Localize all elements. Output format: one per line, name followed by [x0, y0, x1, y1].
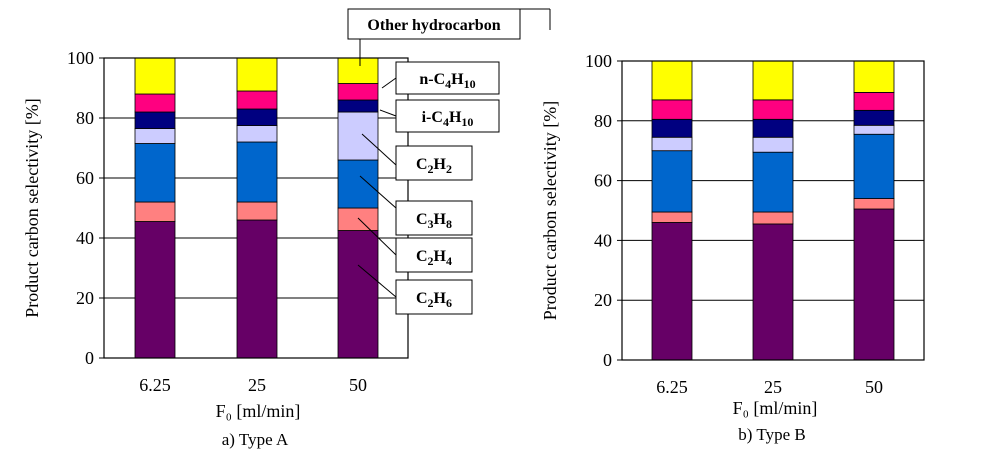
legend-leader-line — [379, 109, 397, 117]
bar-segment — [853, 60, 895, 93]
bar-segment — [752, 211, 794, 225]
legend-label-C2H6: C2H6 — [416, 290, 452, 310]
y-tick-label: 0 — [603, 350, 612, 370]
bar-segment — [651, 136, 693, 152]
bar-segment — [853, 91, 895, 111]
legend-leader-line — [357, 217, 397, 256]
bar-segment — [853, 133, 895, 199]
y-tick-label: 100 — [585, 51, 612, 71]
bar-stack-50 — [853, 60, 895, 361]
legend-box — [347, 8, 521, 40]
legend-box — [395, 145, 473, 181]
x-tick-label: 25 — [764, 377, 782, 397]
bar-segment — [337, 99, 379, 113]
bar-segment — [853, 109, 895, 126]
bar-segment — [651, 211, 693, 223]
legend-leader-line — [359, 175, 397, 209]
y-tick-label: 40 — [76, 228, 94, 248]
y-tick-label: 100 — [67, 48, 94, 68]
legend-box — [395, 99, 500, 133]
bar-segment — [752, 118, 794, 138]
bar-stack-50 — [337, 57, 379, 359]
chart-panel-2: 0 20 40 60 80 100 6.25 25 50 Product carbon selec… — [540, 51, 925, 444]
y-tick-label: 80 — [76, 108, 94, 128]
x-axis-label: F₀ [ml/min] — [733, 398, 818, 418]
bar-segment — [134, 128, 176, 144]
bar-segment — [651, 118, 693, 138]
bar-segment — [134, 111, 176, 129]
bar-stack-25 — [752, 60, 794, 361]
x-tick-label: 50 — [865, 377, 883, 397]
chart-caption: a) Type A — [222, 430, 289, 449]
bar-segment — [134, 143, 176, 203]
x-tick-label: 6.25 — [139, 375, 171, 395]
bar-segment — [236, 201, 278, 221]
y-axis-label: Product carbon selectivity [%] — [22, 98, 42, 317]
bar-segment — [337, 57, 379, 84]
bar-segment — [236, 125, 278, 143]
bar-segment — [651, 150, 693, 213]
bar-segment — [236, 219, 278, 359]
bar-segment — [134, 93, 176, 113]
y-tick-label: 0 — [85, 348, 94, 368]
bar-segment — [134, 201, 176, 222]
y-tick-label: 60 — [594, 171, 612, 191]
y-tick-label: 20 — [76, 288, 94, 308]
y-tick-label: 80 — [594, 111, 612, 131]
chart-caption: b) Type B — [738, 425, 805, 444]
bar-segment — [337, 230, 379, 359]
legend-callouts: Other hydrocarbon n-C4H10 i-C4H10 C2H2 C3H8 C… — [347, 8, 551, 315]
bar-segment — [337, 111, 379, 161]
bar-segment — [236, 141, 278, 203]
bar-stack-6.25 — [134, 57, 176, 359]
bar-segment — [651, 60, 693, 101]
legend-label-C2H2: C2H2 — [416, 156, 452, 176]
bar-segment — [236, 57, 278, 92]
bar-segment — [651, 222, 693, 361]
x-tick-label: 50 — [349, 375, 367, 395]
bar-segment — [236, 90, 278, 110]
bar-segment — [752, 99, 794, 120]
plot-frame — [621, 60, 925, 361]
bar-segment — [853, 124, 895, 135]
y-tick-label: 40 — [594, 230, 612, 250]
legend-box — [395, 61, 500, 95]
x-tick-label: 25 — [248, 375, 266, 395]
bar-segment — [134, 221, 176, 359]
bar-segment — [337, 83, 379, 101]
legend-leader-line — [381, 77, 397, 89]
x-tick-label: 6.25 — [656, 377, 688, 397]
legend-label-iC4H10: i-C4H10 — [422, 109, 474, 129]
bar-segment — [853, 208, 895, 361]
legend-label-C3H8: C3H8 — [416, 211, 452, 231]
y-axis-label: Product carbon selectivity [%] — [540, 101, 560, 320]
bar-stack-6.25 — [651, 60, 693, 361]
y-tick-label: 20 — [594, 290, 612, 310]
chart-panel-1: 0 20 40 60 80 100 6.25 25 50 Product carbon selec… — [22, 48, 409, 449]
legend-box — [395, 200, 473, 236]
bar-segment — [752, 60, 794, 101]
bar-stack-25 — [236, 57, 278, 359]
bar-segment — [752, 223, 794, 361]
legend-box — [395, 237, 473, 273]
legend-label-other: Other hydrocarbon — [367, 17, 500, 34]
x-axis-label: F₀ [ml/min] — [216, 401, 301, 421]
y-tick-label: 60 — [76, 168, 94, 188]
bar-segment — [651, 99, 693, 120]
legend-label-nC4H10: n-C4H10 — [419, 71, 475, 91]
legend-label-C2H4: C2H4 — [416, 248, 452, 268]
bar-segment — [752, 151, 794, 213]
bar-segment — [752, 136, 794, 153]
legend-leader-line — [357, 264, 397, 298]
bar-segment — [236, 108, 278, 126]
bar-segment — [337, 159, 379, 209]
bar-segment — [134, 57, 176, 95]
bar-segment — [853, 198, 895, 210]
legend-box — [395, 279, 473, 315]
bar-segment — [337, 207, 379, 231]
legend-leader-line — [361, 133, 397, 166]
